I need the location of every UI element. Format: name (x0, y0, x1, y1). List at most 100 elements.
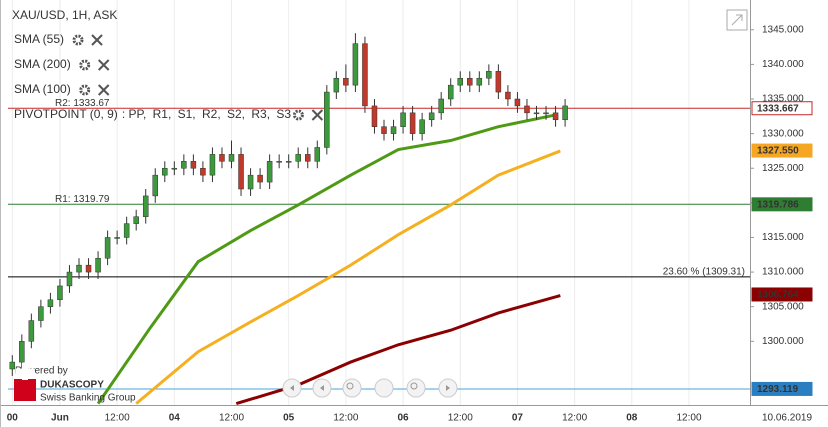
price-badge (751, 101, 813, 116)
settings-icon (79, 59, 91, 71)
candle-body (419, 119, 425, 134)
candle-body (171, 167, 178, 170)
y-tick-label: 1325.000 (762, 163, 804, 174)
x-tick-label: 08 (626, 413, 638, 424)
candle-body (228, 154, 235, 162)
candle-body (38, 306, 44, 321)
candle-body (533, 112, 540, 115)
candle-body (400, 112, 406, 127)
candle-body (390, 126, 397, 134)
logo-cross (16, 362, 34, 380)
axes: 1345.000 1340.000 1335.000 1330.000 1325.000… (7, 24, 813, 424)
candle-body (476, 77, 483, 86)
candle-body (114, 237, 120, 239)
settings-icon (72, 34, 84, 46)
candle-body (505, 91, 511, 100)
logo-box (14, 379, 36, 401)
candle-body (190, 161, 197, 169)
price-badge-label: 1333.667 (757, 103, 799, 114)
y-tick-label: 1330.000 (762, 128, 804, 139)
candle-body (142, 195, 149, 217)
candle-body (123, 223, 130, 238)
x-tick-label: 04 (169, 413, 181, 424)
candle-body (219, 154, 225, 162)
date-label: 10.06.2019 (762, 413, 812, 424)
remove-icon (97, 59, 110, 71)
x-tick-label: 07 (512, 413, 524, 424)
candle-body (295, 154, 301, 162)
y-tick-label: 1340.000 (762, 59, 804, 70)
x-tick-label: 12:00 (333, 413, 358, 424)
x-tick-label: 12:00 (448, 413, 473, 424)
x-tick-label: 12:00 (105, 413, 130, 424)
candle-body (514, 98, 521, 107)
price-badge-label: 1327.550 (757, 146, 799, 157)
candle-body (66, 271, 73, 287)
y-tick-label: 1335.000 (762, 94, 804, 105)
candle-body (352, 43, 359, 86)
indicator-controls[interactable] (292, 109, 324, 121)
zoom-reset[interactable] (374, 378, 394, 398)
legend: SMA (55) SMA (200) SMA (100) PIVOTPOINT (0,… (14, 32, 324, 121)
candle-body (276, 161, 282, 163)
expand-button[interactable] (726, 9, 748, 31)
settings-icon (79, 84, 91, 96)
y-tick-label: 1315.000 (762, 232, 804, 243)
pivot-label: PIVOTPOINT (0, 9) (14, 107, 118, 121)
pivot-item: S2, (224, 107, 245, 121)
candle-body (362, 43, 368, 107)
candle-body (266, 161, 273, 183)
pivot-item: : PP, (122, 107, 146, 121)
candle-body (28, 320, 35, 342)
candle-body (495, 71, 502, 93)
candle-body (438, 98, 444, 114)
candle-body (305, 154, 311, 162)
candle-body (76, 264, 82, 273)
candle-body (552, 112, 559, 121)
candle-body (200, 167, 206, 176)
price-badge-label: 1319.786 (757, 199, 799, 210)
price-badge (751, 143, 813, 158)
candle-body (95, 257, 101, 273)
pivot-item: R3, (248, 107, 270, 121)
zoom-controls (282, 378, 458, 398)
candle-body (447, 84, 454, 100)
title: XAU/USD, 1H, ASK (12, 8, 117, 22)
candle-body (343, 77, 349, 86)
level-label: 23.60 % (1309.31) (663, 266, 745, 277)
price-badge-label: 1293.119 (757, 384, 799, 395)
y-tick-label: 1305.000 (762, 301, 804, 312)
candle-body (486, 71, 492, 79)
x-tick-label: 12:00 (676, 413, 701, 424)
pivot-item: S1, (174, 107, 195, 121)
candle-body (152, 174, 159, 197)
x-tick-label: Jun (51, 413, 69, 424)
indicator-controls[interactable] (79, 59, 110, 71)
price-badge-label: 1306.764 (757, 290, 799, 301)
indicator-controls[interactable] (72, 34, 103, 46)
grid (11, 0, 690, 405)
remove-icon (311, 109, 324, 121)
candle-body (181, 161, 187, 169)
price-badge (751, 381, 813, 396)
candle-body (409, 112, 416, 134)
brand: DUKASCOPY (40, 380, 104, 391)
x-tick-label: 00 (7, 413, 19, 424)
legend-entry: SMA (55) (14, 32, 64, 46)
settings-icon (292, 109, 304, 121)
candle-body (562, 105, 568, 121)
level-label: R1: 1319.79 (55, 194, 110, 205)
x-tick-label: 06 (398, 413, 410, 424)
candle-body (238, 154, 244, 190)
candle-body (371, 105, 378, 127)
candle-body (85, 264, 92, 273)
candle-body (133, 216, 139, 224)
candle-body (209, 154, 216, 176)
candle-body (543, 112, 549, 115)
indicator-controls[interactable] (79, 84, 110, 96)
x-tick-label: 12:00 (219, 413, 244, 424)
remove-icon (97, 84, 110, 96)
candle-body (162, 167, 168, 176)
pivot-item: S3 (273, 107, 291, 121)
